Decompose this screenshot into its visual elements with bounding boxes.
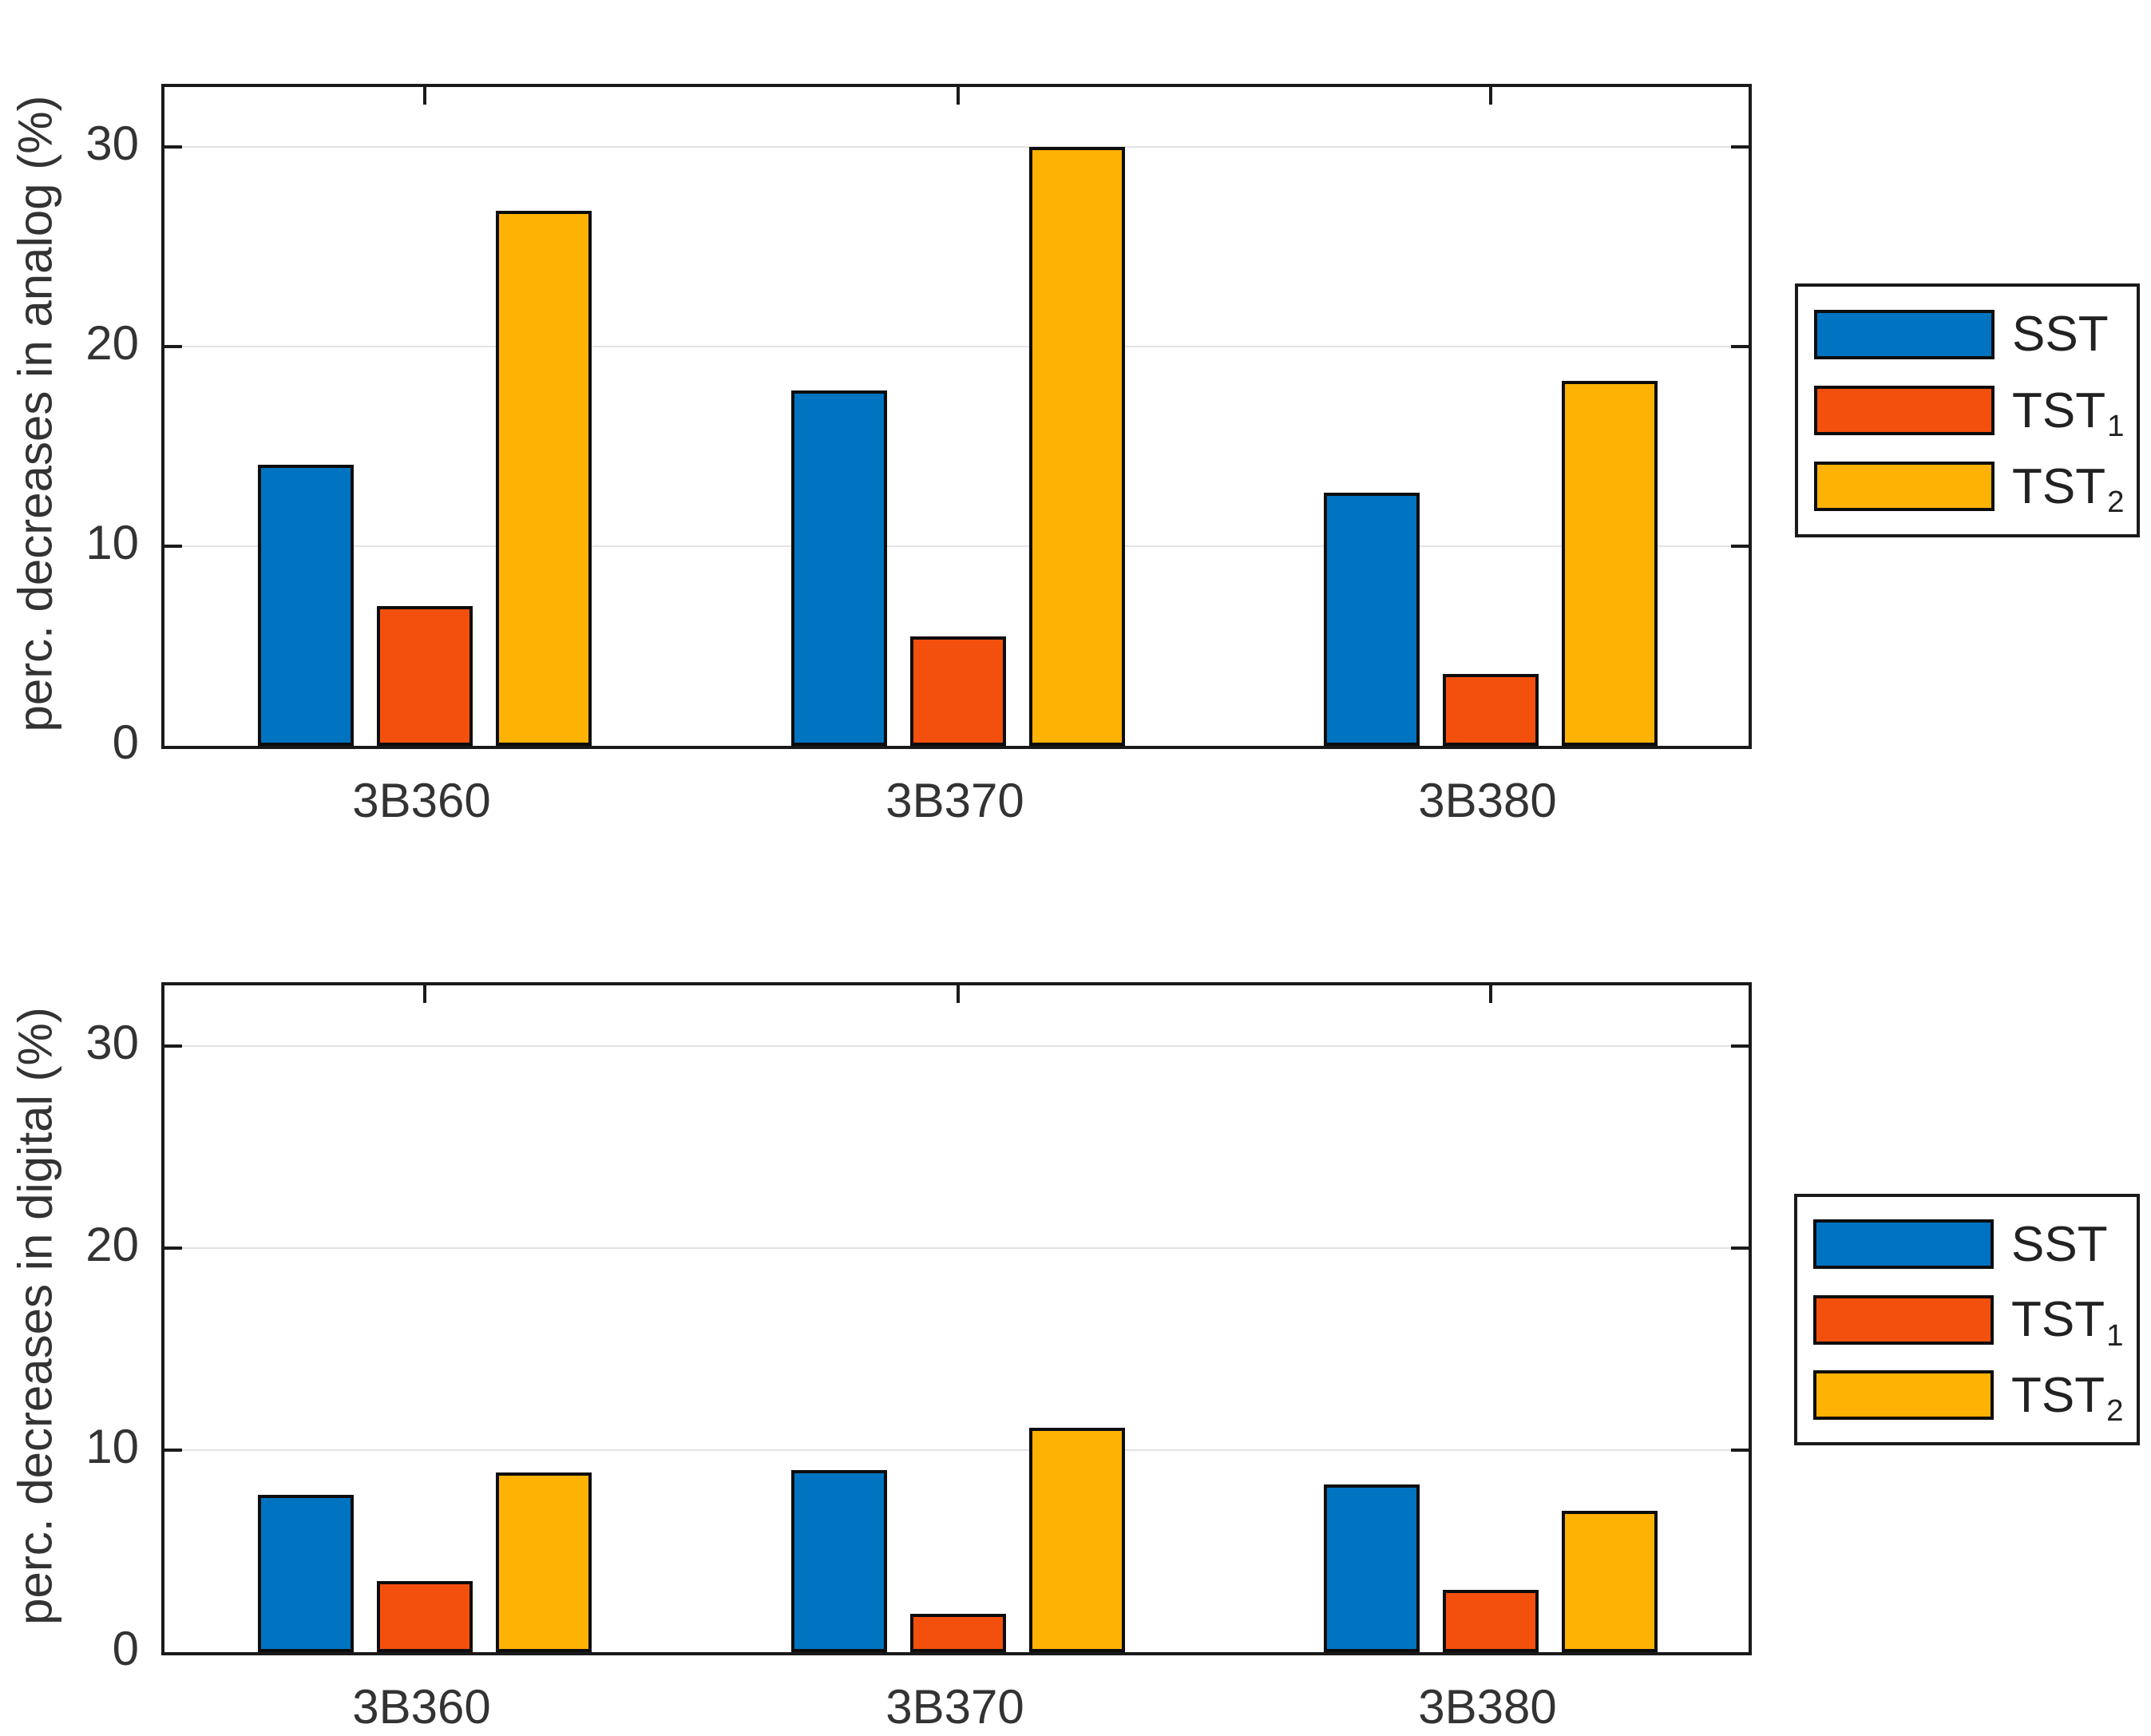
bar-3B370-SST bbox=[790, 1470, 887, 1652]
legend-item: TST2 bbox=[1813, 1367, 2137, 1429]
legend-label-subscript: 2 bbox=[2107, 485, 2125, 520]
y-axis-label: perc. decreases in digital (%) bbox=[8, 1006, 62, 1625]
x-tick-label: 3B380 bbox=[1418, 1680, 1557, 1734]
bar-3B370-SST bbox=[790, 390, 887, 746]
legend-label: TST1 bbox=[2011, 1291, 2123, 1353]
y-tick-mark bbox=[164, 145, 182, 149]
bar-3B360-TST2 bbox=[495, 211, 592, 746]
grid-line bbox=[164, 1044, 1749, 1047]
plot-area bbox=[161, 84, 1752, 749]
legend-label-text: SST bbox=[2011, 1216, 2108, 1272]
y-tick-label: 10 bbox=[85, 516, 139, 569]
x-tick-mark bbox=[956, 87, 960, 105]
y-axis-label: perc. decreases in analog (%) bbox=[8, 94, 62, 732]
x-tick-mark bbox=[422, 87, 426, 105]
legend-item: TST1 bbox=[1814, 382, 2137, 444]
y-tick-label: 30 bbox=[85, 117, 139, 170]
bar-3B360-SST bbox=[257, 1494, 354, 1652]
grid-line bbox=[164, 146, 1749, 148]
bar-3B380-TST2 bbox=[1562, 380, 1658, 746]
y-tick-mark bbox=[164, 545, 182, 548]
bar-3B380-SST bbox=[1324, 1484, 1420, 1652]
x-tick-mark bbox=[422, 985, 426, 1003]
y-tick-label: 10 bbox=[85, 1419, 139, 1473]
y-tick-mark bbox=[164, 345, 182, 348]
bar-3B370-TST2 bbox=[1028, 147, 1125, 746]
y-tick-label: 30 bbox=[85, 1015, 139, 1069]
legend-label: SST bbox=[2012, 306, 2109, 363]
bar-3B370-TST1 bbox=[909, 1613, 1006, 1652]
bar-3B370-TST2 bbox=[1028, 1428, 1125, 1652]
bar-3B380-TST2 bbox=[1562, 1510, 1658, 1652]
x-tick-label: 3B370 bbox=[885, 774, 1024, 827]
bar-3B380-SST bbox=[1324, 492, 1420, 746]
y-tick-mark bbox=[1731, 545, 1749, 548]
legend-label-text: TST bbox=[2012, 458, 2106, 514]
legend-label: TST2 bbox=[2012, 458, 2124, 520]
y-tick-label: 0 bbox=[112, 715, 139, 769]
legend-swatch bbox=[1813, 1294, 1994, 1345]
legend-label: TST1 bbox=[2012, 382, 2124, 444]
legend-label-text: TST bbox=[2011, 1367, 2105, 1423]
y-tick-mark bbox=[164, 1044, 182, 1048]
y-tick-mark bbox=[1731, 1448, 1749, 1452]
grid-line bbox=[164, 1449, 1749, 1451]
y-tick-label: 20 bbox=[85, 1217, 139, 1271]
bar-3B360-SST bbox=[257, 464, 354, 746]
y-tick-label: 20 bbox=[85, 316, 139, 370]
legend-swatch bbox=[1814, 462, 1995, 512]
grid-line bbox=[164, 545, 1749, 547]
legend-box: SST TST1 TST2 bbox=[1794, 1194, 2140, 1445]
x-tick-label: 3B370 bbox=[885, 1680, 1024, 1734]
legend-item: SST bbox=[1813, 1216, 2137, 1273]
x-tick-mark bbox=[956, 985, 960, 1003]
y-tick-mark bbox=[164, 1246, 182, 1250]
x-tick-label: 3B380 bbox=[1418, 774, 1557, 827]
bar-3B360-TST2 bbox=[495, 1472, 592, 1652]
legend-label: TST2 bbox=[2011, 1367, 2123, 1429]
legend-item: SST bbox=[1814, 306, 2137, 363]
legend-swatch bbox=[1813, 1219, 1994, 1269]
x-tick-mark bbox=[1489, 87, 1492, 105]
legend-label-subscript: 2 bbox=[2106, 1393, 2124, 1429]
grid-line bbox=[164, 346, 1749, 347]
legend-label: SST bbox=[2011, 1216, 2108, 1273]
x-tick-mark bbox=[1489, 985, 1492, 1003]
y-tick-label: 0 bbox=[112, 1622, 139, 1675]
bar-3B360-TST1 bbox=[376, 606, 473, 746]
y-tick-mark bbox=[1731, 1246, 1749, 1250]
y-tick-mark bbox=[1731, 145, 1749, 149]
bar-3B380-TST1 bbox=[1443, 674, 1539, 746]
bar-3B380-TST1 bbox=[1443, 1589, 1539, 1652]
legend-label-text: SST bbox=[2012, 307, 2109, 363]
legend-swatch bbox=[1813, 1370, 1994, 1420]
plot-area bbox=[161, 982, 1752, 1655]
grid-line bbox=[164, 1247, 1749, 1249]
legend-box: SST TST1 TST2 bbox=[1795, 283, 2140, 537]
y-tick-mark bbox=[164, 1448, 182, 1452]
x-tick-label: 3B360 bbox=[352, 774, 491, 827]
bar-3B360-TST1 bbox=[376, 1581, 473, 1652]
legend-label-subscript: 1 bbox=[2107, 409, 2125, 444]
legend-label-text: TST bbox=[2011, 1292, 2105, 1347]
legend-swatch bbox=[1814, 386, 1995, 435]
y-tick-mark bbox=[1731, 1044, 1749, 1048]
y-tick-mark bbox=[1731, 345, 1749, 348]
legend-item: TST1 bbox=[1813, 1291, 2137, 1353]
legend-item: TST2 bbox=[1814, 458, 2137, 520]
legend-swatch bbox=[1814, 309, 1995, 359]
legend-label-subscript: 1 bbox=[2106, 1318, 2124, 1353]
bar-3B370-TST1 bbox=[909, 636, 1006, 746]
legend-label-text: TST bbox=[2012, 382, 2106, 438]
x-tick-label: 3B360 bbox=[352, 1680, 491, 1734]
